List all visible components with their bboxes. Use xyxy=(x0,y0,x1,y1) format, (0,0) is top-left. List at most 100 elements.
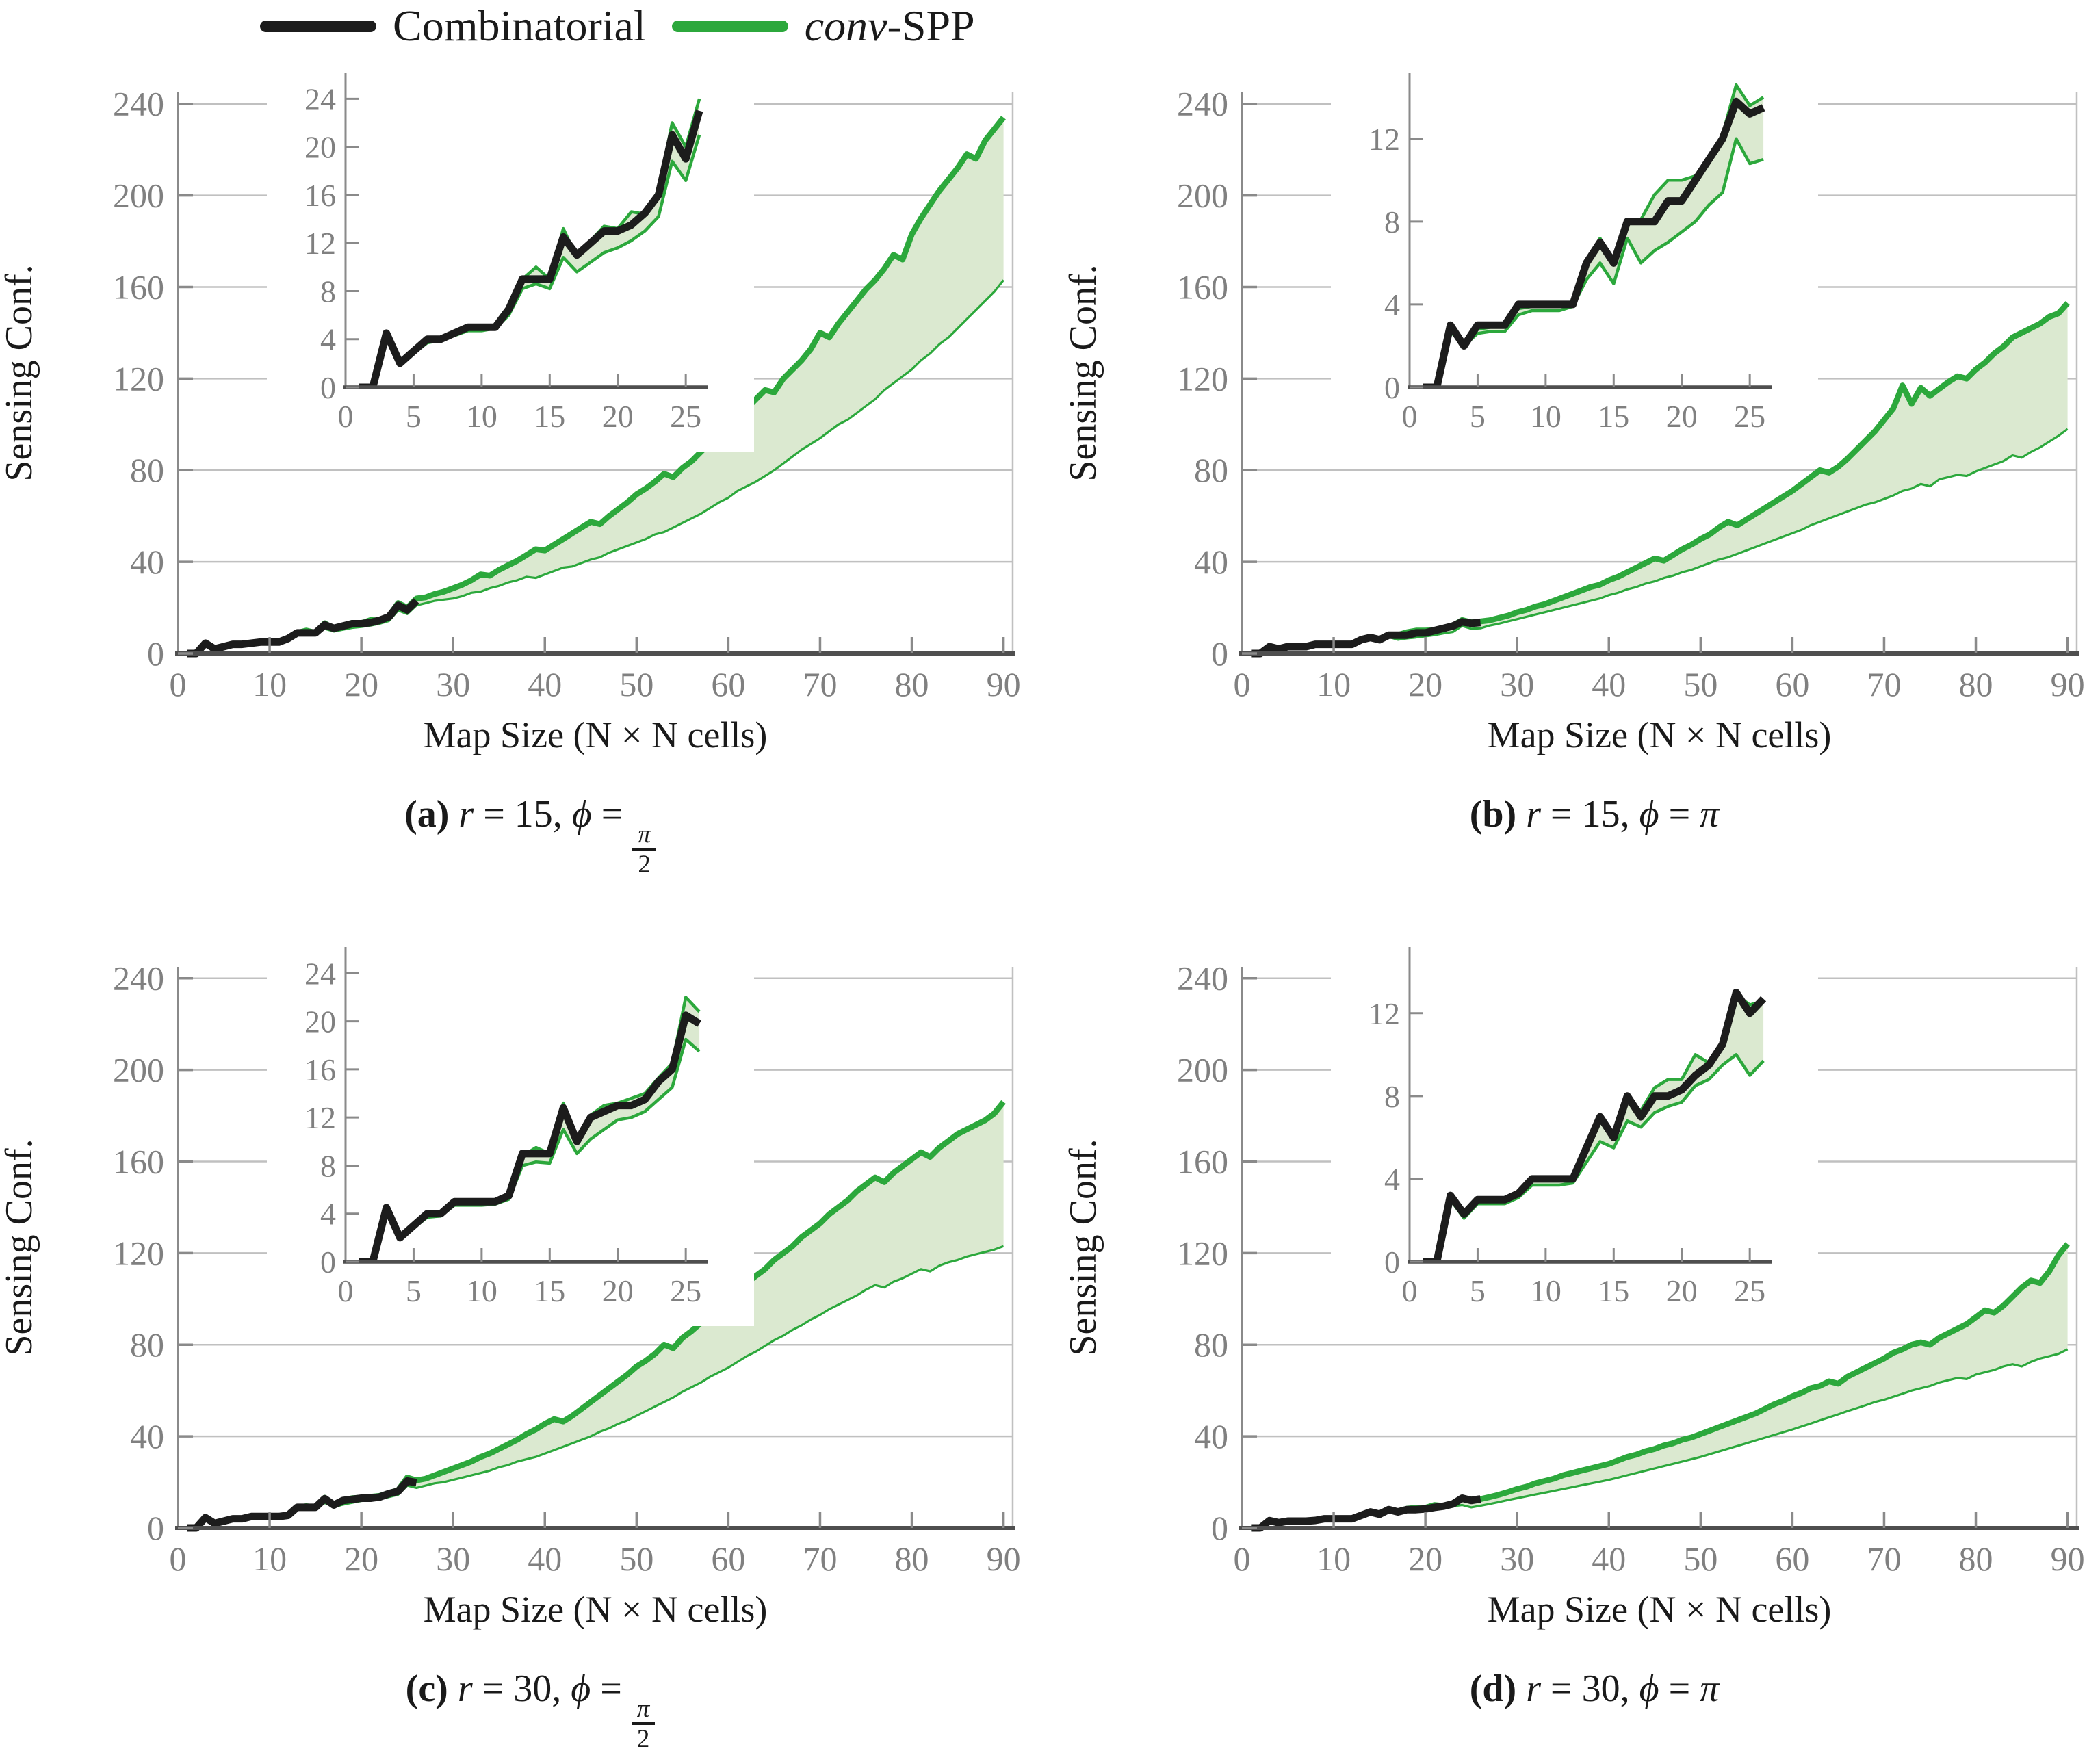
svg-text:0: 0 xyxy=(338,399,354,434)
svg-text:120: 120 xyxy=(1177,1234,1228,1272)
svg-text:20: 20 xyxy=(1408,1540,1442,1578)
svg-text:8: 8 xyxy=(320,1148,336,1183)
chart-panel-c: Sensing Conf. 0 40 80 120 160 200 240 0 10 20 30 40… xyxy=(0,902,1033,1764)
svg-text:10: 10 xyxy=(1317,665,1351,703)
svg-text:60: 60 xyxy=(711,665,745,703)
svg-text:4: 4 xyxy=(320,1197,336,1232)
svg-text:30: 30 xyxy=(436,1540,470,1578)
legend-label-combinatorial: Combinatorial xyxy=(393,1,646,50)
svg-text:120: 120 xyxy=(1177,359,1228,398)
svg-text:0: 0 xyxy=(170,1540,187,1578)
caption-text: = xyxy=(591,793,633,835)
svg-text:10: 10 xyxy=(252,1540,287,1578)
svg-text:160: 160 xyxy=(1177,268,1228,306)
svg-text:120: 120 xyxy=(113,359,164,398)
caption-text xyxy=(449,793,458,835)
svg-text:0: 0 xyxy=(1402,399,1418,434)
x-tick-labels: 0 10 20 30 40 50 60 70 80 90 xyxy=(170,665,1021,703)
y-tick-labels: 0 40 80 120 160 200 240 xyxy=(113,959,164,1547)
svg-text:240: 240 xyxy=(1177,85,1228,123)
svg-text:10: 10 xyxy=(252,665,287,703)
svg-text:160: 160 xyxy=(113,268,164,306)
x-tick-labels: 0 10 20 30 40 50 60 70 80 90 xyxy=(1234,665,2085,703)
caption-text: ϕ xyxy=(1639,793,1659,835)
x-axis-label: Map Size (N × N cells) xyxy=(1488,714,1832,755)
svg-text:240: 240 xyxy=(113,959,164,998)
svg-text:24: 24 xyxy=(304,956,336,991)
svg-text:12: 12 xyxy=(1369,122,1400,157)
chart-panel-b: Sensing Conf. 0 40 80 120 160 200 240 0 10 20 30 40… xyxy=(1062,27,2097,890)
svg-text:5: 5 xyxy=(1470,399,1486,434)
svg-text:25: 25 xyxy=(670,1273,701,1308)
svg-text:80: 80 xyxy=(1194,451,1228,489)
svg-text:70: 70 xyxy=(803,1540,837,1578)
combinatorial-line xyxy=(187,1477,417,1532)
svg-text:80: 80 xyxy=(895,1540,929,1578)
svg-text:60: 60 xyxy=(1775,665,1809,703)
svg-text:70: 70 xyxy=(1867,1540,1901,1578)
svg-text:0: 0 xyxy=(170,665,187,703)
caption-text: ϕ xyxy=(1639,1668,1659,1710)
caption-text: = 30, xyxy=(472,1668,571,1710)
y-tick-labels: 0 40 80 120 160 200 240 xyxy=(1177,85,1228,673)
svg-text:40: 40 xyxy=(528,665,562,703)
svg-text:200: 200 xyxy=(1177,177,1228,215)
svg-text:20: 20 xyxy=(304,130,336,165)
caption-text xyxy=(1516,793,1526,835)
caption-text: r xyxy=(457,1668,473,1710)
svg-text:40: 40 xyxy=(1194,543,1228,581)
svg-text:15: 15 xyxy=(534,399,565,434)
main-axes xyxy=(175,92,1015,656)
caption-text: (d) xyxy=(1469,1668,1517,1710)
svg-text:40: 40 xyxy=(130,1417,164,1455)
chart-panel-d: Sensing Conf. 0 40 80 120 160 200 240 0 10 20 30 40… xyxy=(1062,902,2097,1764)
svg-text:30: 30 xyxy=(436,665,470,703)
legend-label-conv-spp: conv-SPP xyxy=(805,4,975,48)
caption-text: π xyxy=(1700,1668,1720,1710)
svg-text:0: 0 xyxy=(1402,1273,1418,1308)
svg-text:40: 40 xyxy=(1592,1540,1626,1578)
caption-text: (b) xyxy=(1469,793,1517,835)
caption-text: ϕ xyxy=(571,793,592,835)
svg-text:5: 5 xyxy=(1470,1273,1486,1308)
caption-b: (b) r = 15, ϕ = π xyxy=(1091,792,2097,836)
svg-text:4: 4 xyxy=(320,322,336,357)
svg-text:40: 40 xyxy=(528,1540,562,1578)
x-axis-label: Map Size (N × N cells) xyxy=(424,714,768,755)
svg-text:20: 20 xyxy=(344,665,378,703)
svg-text:160: 160 xyxy=(1177,1142,1228,1180)
svg-text:40: 40 xyxy=(1592,665,1626,703)
svg-text:16: 16 xyxy=(304,178,336,213)
svg-text:60: 60 xyxy=(1775,1540,1809,1578)
svg-text:8: 8 xyxy=(1384,205,1400,239)
svg-text:200: 200 xyxy=(113,177,164,215)
svg-text:0: 0 xyxy=(320,370,336,405)
svg-text:10: 10 xyxy=(466,1273,497,1308)
svg-text:8: 8 xyxy=(1384,1079,1400,1114)
spp-rest: -SPP xyxy=(887,1,975,50)
svg-text:4: 4 xyxy=(1384,287,1400,322)
svg-text:200: 200 xyxy=(113,1051,164,1089)
svg-text:5: 5 xyxy=(406,1273,422,1308)
x-tick-labels: 0 10 20 30 40 50 60 70 80 90 xyxy=(170,1540,1021,1578)
svg-text:120: 120 xyxy=(113,1234,164,1272)
svg-text:20: 20 xyxy=(304,1004,336,1039)
caption-text: = xyxy=(591,1668,632,1710)
svg-text:160: 160 xyxy=(113,1142,164,1180)
caption-text: (a) xyxy=(404,793,450,835)
caption-text: r xyxy=(1526,793,1541,835)
svg-text:12: 12 xyxy=(304,1100,336,1135)
caption-text: ϕ xyxy=(571,1668,591,1710)
legend-item-combinatorial: Combinatorial xyxy=(260,4,646,48)
svg-text:12: 12 xyxy=(304,226,336,261)
svg-text:0: 0 xyxy=(1211,634,1228,673)
svg-text:70: 70 xyxy=(803,665,837,703)
combinatorial-line xyxy=(1251,618,1481,658)
svg-text:20: 20 xyxy=(344,1540,378,1578)
